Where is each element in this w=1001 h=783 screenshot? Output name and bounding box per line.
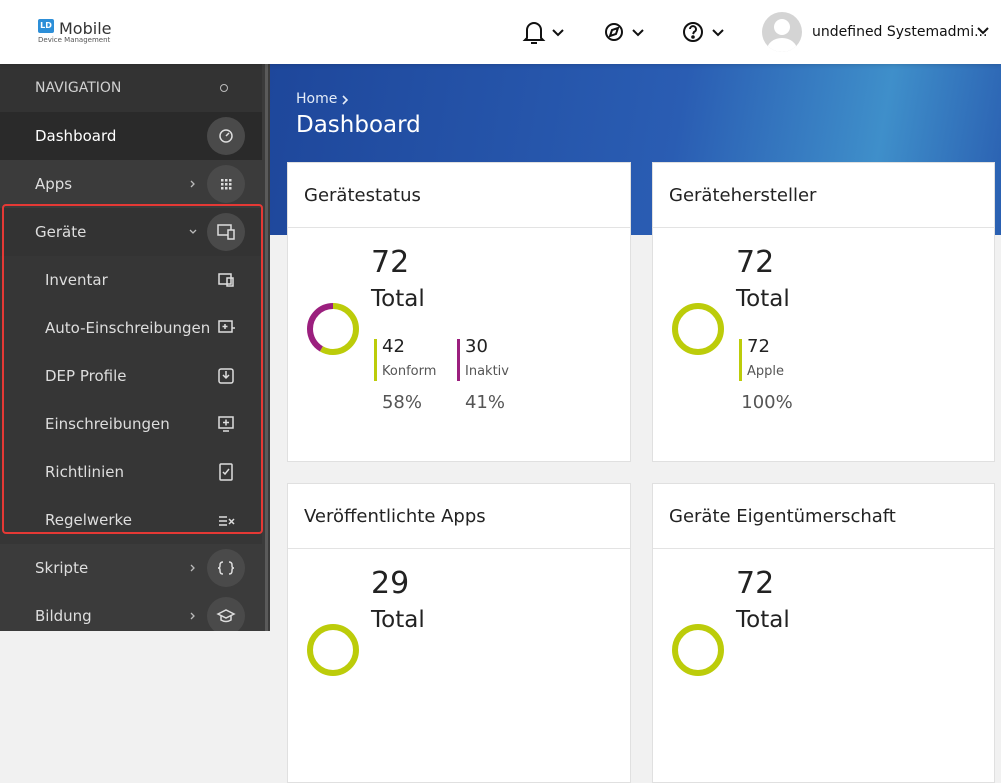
nav-chevron [190, 180, 195, 188]
highlight-box [2, 204, 263, 534]
nav-label: Apps [35, 175, 73, 193]
top-bar: LD Mobile Device Management undefined Sy… [0, 0, 1001, 64]
stat-percent: 41% [464, 392, 505, 413]
nav-label: Bildung [35, 607, 92, 625]
card-total-label: Total [736, 286, 790, 312]
nav-item[interactable]: Richtlinien [0, 448, 262, 496]
card: Gerätehersteller 72 Total 72 Apple 100% [652, 162, 995, 462]
donut-segment [307, 303, 359, 355]
user-name[interactable]: undefined Systemadmi... [812, 24, 988, 40]
card: Geräte Eigentümerschaft 72 Total [652, 483, 995, 783]
stat-label: Konform [382, 364, 437, 379]
breadcrumb-chevron [342, 95, 349, 105]
nav-icon [219, 516, 235, 526]
nav-label: Geräte [35, 223, 87, 241]
donut [307, 624, 359, 676]
card-total-label: Total [736, 607, 790, 633]
card-total-label: Total [371, 286, 425, 312]
stat-value: 42 [382, 336, 405, 357]
nav-label: Inventar [45, 271, 108, 289]
donut [672, 624, 724, 676]
nav-icon [207, 549, 245, 587]
nav-label: Richtlinien [45, 463, 124, 481]
nav-icon [207, 213, 245, 251]
card-title: Geräte Eigentümerschaft [653, 484, 994, 549]
nav-label: Einschreibungen [45, 415, 170, 433]
stat-bar [739, 339, 742, 381]
nav-item[interactable]: Einschreibungen [0, 400, 262, 448]
card-total: 72 [736, 566, 775, 601]
nav-item[interactable]: Skripte [0, 544, 262, 592]
card-title: Gerätehersteller [653, 163, 994, 228]
stat-bar [374, 339, 377, 381]
donut-ring [307, 624, 359, 676]
nav-chevron [189, 229, 197, 234]
nav-item[interactable]: Geräte [0, 208, 262, 256]
nav-chevron [190, 564, 195, 572]
nav-icon [207, 597, 245, 631]
nav-icon [207, 165, 245, 203]
stat-value: 30 [465, 336, 488, 357]
donut-segment [672, 303, 724, 355]
stat-label: Apple [747, 364, 785, 379]
nav-item[interactable]: Dashboard [0, 112, 262, 160]
card-total: 72 [371, 245, 410, 280]
nav-item[interactable]: Bildung [0, 592, 262, 631]
scrollbar[interactable] [265, 64, 268, 631]
card-title: Veröffentlichte Apps [288, 484, 630, 549]
stat-percent: 100% [741, 392, 793, 413]
header-icons[interactable] [520, 18, 740, 48]
sidebar: NAVIGATION Dashboard Apps Geräte Inventar Au… [0, 64, 270, 631]
page-title: Dashboard [296, 112, 421, 138]
stat-label: Inaktiv [465, 364, 509, 379]
nav-label: Auto-Einschreibungen [45, 319, 211, 337]
card: Veröffentlichte Apps 29 Total [287, 483, 631, 783]
stat-value: 72 [747, 336, 770, 357]
nav-item[interactable]: Auto-Einschreibungen [0, 304, 262, 352]
nav-icon [218, 416, 234, 432]
nav-icon [218, 320, 235, 333]
logo-title: Mobile [59, 19, 112, 38]
donut-ring [672, 624, 724, 676]
nav-label: Regelwerke [45, 511, 132, 529]
nav-heading: NAVIGATION [35, 80, 122, 96]
nav-icon [207, 117, 245, 155]
nav-chevron [190, 612, 195, 620]
nav-item[interactable]: Inventar [0, 256, 262, 304]
breadcrumb[interactable]: Home [296, 91, 338, 107]
donut [307, 303, 359, 355]
nav-item[interactable]: Regelwerke [0, 496, 262, 544]
card-total: 29 [371, 566, 410, 601]
card-total-label: Total [371, 607, 425, 633]
nav-icon [218, 273, 234, 287]
user-menu-chevron[interactable] [976, 26, 990, 36]
avatar[interactable] [762, 12, 802, 52]
nav-label: DEP Profile [45, 367, 127, 385]
nav-label: Skripte [35, 559, 89, 577]
nav-pin[interactable] [220, 84, 228, 92]
card: Gerätestatus 72 Total 42 Konform 58% 30 Inaktiv… [287, 162, 631, 462]
donut [672, 303, 724, 355]
nav-item[interactable]: Apps [0, 160, 262, 208]
nav-icon [218, 368, 234, 384]
nav-icon [219, 463, 233, 481]
card-total: 72 [736, 245, 775, 280]
nav-label: Dashboard [35, 127, 117, 145]
stat-bar [457, 339, 460, 381]
card-title: Gerätestatus [288, 163, 630, 228]
logo-badge: LD [38, 19, 54, 33]
nav-item[interactable]: DEP Profile [0, 352, 262, 400]
stat-percent: 58% [381, 392, 422, 413]
logo-subtitle: Device Management [38, 36, 111, 44]
